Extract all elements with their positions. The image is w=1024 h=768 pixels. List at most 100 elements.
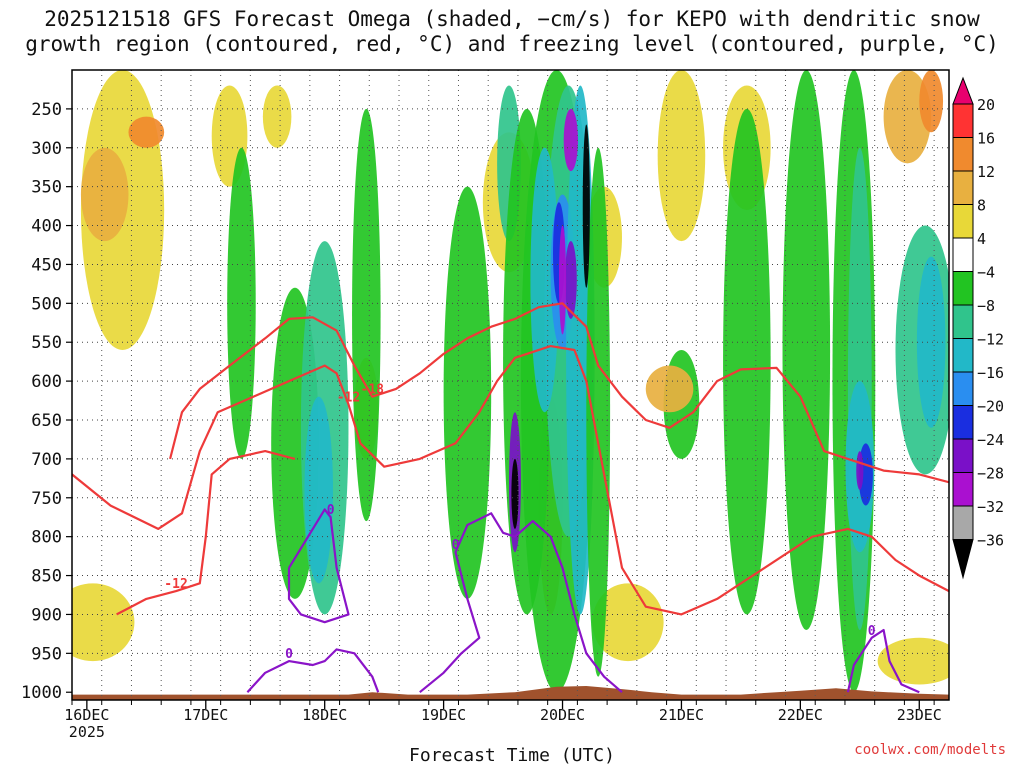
- x-tick-label: 20DEC: [540, 706, 585, 724]
- freezing-contour-1: [287, 508, 350, 624]
- colorbar-label: −28: [977, 465, 1004, 483]
- omega-shade-29: [586, 147, 611, 677]
- colorbar-swatch-9: [952, 371, 974, 406]
- x-tick-label: 16DEC: [64, 706, 109, 724]
- colorbar-swatch-6: [952, 271, 974, 306]
- y-tick-label: 800: [31, 528, 62, 548]
- colorbar-swatch-13: [952, 505, 974, 540]
- omega-shade-19: [352, 108, 381, 522]
- freezing-contour-label: 0: [327, 503, 335, 518]
- omega-shade-45: [582, 124, 590, 288]
- omega-shade-3: [72, 583, 135, 662]
- omega-shade-37: [916, 256, 946, 428]
- y-tick-label: 600: [31, 372, 62, 392]
- colorbar-swatch-2: [952, 137, 974, 172]
- colorbar-swatch-12: [952, 472, 974, 507]
- omega-shade-13: [592, 583, 664, 662]
- freezing-contour-label: 0: [868, 624, 876, 639]
- omega-shade-41: [563, 108, 578, 172]
- omega-shade-44: [511, 458, 519, 529]
- omega-shade-30: [723, 108, 771, 615]
- colorbar-swatch-8: [952, 338, 974, 373]
- omega-shade-10: [883, 70, 932, 164]
- colorbar: 20 16 12 8 4 −4 −8 −12 −16 −20 −24 −28 −32 −36: [952, 76, 1004, 580]
- colorbar-label: 12: [977, 163, 995, 181]
- colorbar-top-arrow: [952, 76, 974, 105]
- chart-title-line-1: 2025121518 GFS Forecast Omega (shaded, −…: [44, 7, 980, 31]
- dgz-contour-label: -12: [164, 577, 187, 592]
- dgz-contour-0: [72, 345, 949, 616]
- colorbar-label: −24: [977, 431, 1004, 449]
- y-tick-label: 500: [31, 294, 62, 314]
- dgz-contour-label: -12: [337, 390, 360, 405]
- plot-frame: [71, 69, 950, 701]
- colorbar-label: −20: [977, 398, 1004, 416]
- colorbar-label: 4: [977, 230, 986, 248]
- y-tick-label: 750: [31, 489, 62, 509]
- dgz-contour-2: [116, 450, 296, 616]
- y-tick-label: 250: [31, 100, 62, 120]
- grid-layer: [71, 70, 949, 700]
- omega-shade-20: [227, 147, 256, 459]
- colorbar-label: 20: [977, 96, 995, 114]
- dgz-contour-1: [169, 302, 949, 484]
- omega-shade-46: [558, 225, 567, 335]
- site-credit: coolwx.com/modelts: [854, 742, 1006, 758]
- y-axis: 250 300 350 400 450 500 550 600 650 700 750 800 850 9…: [21, 100, 72, 703]
- colorbar-label: −32: [977, 498, 1004, 516]
- y-tick-label: 950: [31, 644, 62, 664]
- colorbar-bottom-arrow: [952, 539, 974, 580]
- y-tick-label: 450: [31, 255, 62, 275]
- colorbar-swatch-7: [952, 304, 974, 339]
- colorbar-label: −36: [977, 532, 1004, 550]
- colorbar-label: −8: [977, 297, 995, 315]
- dgz-contour-label: -18: [361, 383, 385, 398]
- omega-shade-11: [919, 70, 944, 133]
- y-tick-label: 850: [31, 567, 62, 587]
- freezing-contour-label: 0: [285, 647, 293, 662]
- colorbar-label: −12: [977, 331, 1004, 349]
- x-tick-label: 21DEC: [659, 706, 704, 724]
- colorbar-swatch-11: [952, 438, 974, 473]
- x-tick-label: 19DEC: [421, 706, 466, 724]
- colorbar-label: −16: [977, 364, 1004, 382]
- colorbar-label: −4: [977, 264, 995, 282]
- y-tick-label: 900: [31, 605, 62, 625]
- y-tick-label: 650: [31, 411, 62, 431]
- y-tick-label: 550: [31, 333, 62, 353]
- y-tick-label: 300: [31, 139, 62, 159]
- y-tick-label: 700: [31, 450, 62, 470]
- shading-layer: [72, 70, 949, 693]
- omega-shade-18: [304, 396, 334, 584]
- freezing-contour-label: 0: [452, 538, 460, 553]
- omega-shade-42: [564, 241, 577, 319]
- x-year-label: 2025: [69, 723, 105, 741]
- freezing-contour-0: [246, 648, 380, 693]
- terrain-layer: [72, 686, 949, 700]
- x-axis: 16DEC 17DEC 18DEC 19DEC 20DEC 21DEC 22DEC 23DEC…: [64, 700, 942, 741]
- colorbar-swatch-4: [952, 204, 974, 239]
- x-tick-label: 18DEC: [302, 706, 347, 724]
- colorbar-label: 8: [977, 197, 986, 215]
- x-tick-label: 17DEC: [183, 706, 228, 724]
- x-axis-title: Forecast Time (UTC): [409, 745, 615, 766]
- x-tick-label: 22DEC: [778, 706, 823, 724]
- freezing-contour-3: [846, 628, 920, 694]
- omega-shade-2: [128, 116, 165, 148]
- chart-title-line-2: growth region (contoured, red, °C) and f…: [25, 32, 999, 56]
- y-tick-label: 400: [31, 217, 62, 237]
- omega-shade-21: [443, 186, 492, 599]
- colorbar-label: 16: [977, 130, 995, 148]
- omega-shade-8: [657, 70, 706, 242]
- omega-shade-5: [262, 85, 292, 148]
- colorbar-swatch-3: [952, 170, 974, 205]
- freezing-contour-2: [419, 512, 623, 694]
- omega-shade-39: [645, 365, 694, 413]
- x-tick-label: 23DEC: [897, 706, 942, 724]
- omega-shade-31: [782, 70, 831, 630]
- colorbar-swatch-1: [952, 103, 974, 138]
- colorbar-swatch-5: [952, 237, 974, 272]
- y-tick-label: 350: [31, 178, 62, 198]
